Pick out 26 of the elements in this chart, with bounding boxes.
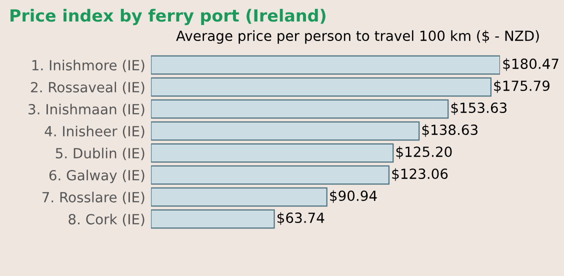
y-tick-label: 3. Inishmaan (IE) bbox=[28, 104, 144, 116]
data-label: $175.79 bbox=[494, 80, 550, 93]
chart-title: Price index by ferry port (Ireland) bbox=[10, 8, 326, 26]
data-label: $63.74 bbox=[278, 212, 324, 225]
bar bbox=[151, 55, 500, 75]
bar bbox=[151, 121, 420, 141]
y-tick-label: 5. Dublin (IE) bbox=[56, 148, 144, 160]
bar bbox=[151, 187, 328, 207]
y-tick-label: 1. Inishmore (IE) bbox=[32, 60, 144, 72]
bar bbox=[151, 99, 449, 119]
bar bbox=[151, 143, 394, 163]
data-label: $123.06 bbox=[392, 168, 448, 181]
bar bbox=[151, 209, 275, 229]
data-label: $90.94 bbox=[330, 190, 377, 203]
y-tick-label: 4. Inisheer (IE) bbox=[44, 126, 144, 138]
y-tick-label: 6. Galway (IE) bbox=[49, 170, 144, 184]
data-label: $125.20 bbox=[396, 146, 452, 159]
data-label: $180.47 bbox=[503, 58, 558, 71]
y-tick-label: 7. Rosslare (IE) bbox=[42, 192, 144, 204]
data-label: $153.63 bbox=[451, 102, 507, 115]
y-tick-label: 2. Rossaveal (IE) bbox=[31, 82, 144, 94]
chart-subtitle: Average price per person to travel 100 km ($ - NZD) bbox=[176, 30, 539, 44]
bar bbox=[151, 165, 390, 185]
bar bbox=[151, 77, 492, 97]
y-tick-label: 8. Cork (IE) bbox=[68, 214, 144, 226]
data-label: $138.63 bbox=[422, 124, 478, 137]
